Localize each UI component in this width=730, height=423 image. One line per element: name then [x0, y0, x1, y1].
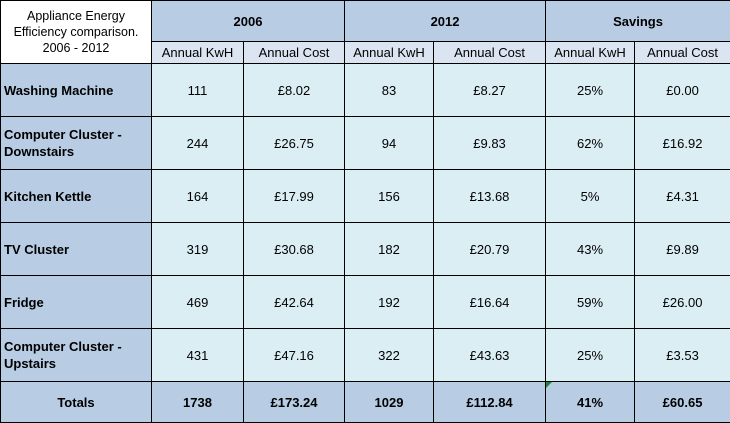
row-label[interactable]: Computer Cluster - Downstairs	[0, 116, 152, 170]
subheader-cell[interactable]: Annual Cost	[433, 41, 547, 64]
total-cell[interactable]: £60.65	[634, 381, 730, 423]
table-cell[interactable]: 62%	[545, 116, 636, 170]
table-cell[interactable]: £26.00	[634, 275, 730, 329]
row-label[interactable]: Fridge	[0, 275, 152, 329]
table-cell[interactable]: £8.27	[433, 63, 547, 117]
table-row: Computer Cluster - Downstairs 244 £26.75…	[0, 116, 730, 170]
table-row: TV Cluster 319 £30.68 182 £20.79 43% £9.…	[0, 222, 730, 276]
table-cell[interactable]: £16.92	[634, 116, 730, 170]
table-cell[interactable]: £17.99	[242, 169, 346, 223]
row-label[interactable]: Kitchen Kettle	[0, 169, 152, 223]
table-cell[interactable]: £30.68	[242, 222, 346, 276]
table-cell[interactable]: £9.89	[634, 222, 730, 276]
table-cell[interactable]: 59%	[545, 275, 636, 329]
table-row: Kitchen Kettle 164 £17.99 156 £13.68 5% …	[0, 169, 730, 223]
table-cell[interactable]: 244	[151, 116, 244, 170]
table-cell[interactable]: £4.31	[634, 169, 730, 223]
row-label[interactable]: TV Cluster	[0, 222, 152, 276]
table-cell[interactable]: 156	[344, 169, 435, 223]
table-cell[interactable]: £0.00	[634, 63, 730, 117]
subheader-cell[interactable]: Annual KwH	[344, 41, 435, 64]
subheader-cell[interactable]: Annual Cost	[634, 41, 730, 64]
subheader-cell[interactable]: Annual KwH	[151, 41, 244, 64]
table-cell[interactable]: £26.75	[242, 116, 346, 170]
subheader-cell[interactable]: Annual Cost	[242, 41, 346, 64]
table-title-cell[interactable]: Appliance Energy Efficiency comparison. …	[0, 0, 152, 64]
table-cell[interactable]: 43%	[545, 222, 636, 276]
table-cell[interactable]: 83	[344, 63, 435, 117]
group-header-row: Appliance Energy Efficiency comparison. …	[0, 0, 730, 64]
table-cell[interactable]: £3.53	[634, 328, 730, 382]
table-row: Washing Machine 111 £8.02 83 £8.27 25% £…	[0, 63, 730, 117]
subheader-cell[interactable]: Annual KwH	[545, 41, 636, 64]
table-cell[interactable]: £47.16	[242, 328, 346, 382]
table-cell[interactable]: 25%	[545, 63, 636, 117]
table-cell[interactable]: 469	[151, 275, 244, 329]
row-label[interactable]: Washing Machine	[0, 63, 152, 117]
table-cell[interactable]: £42.64	[242, 275, 346, 329]
table-cell[interactable]: 182	[344, 222, 435, 276]
table-cell[interactable]: 322	[344, 328, 435, 382]
table-row: Fridge 469 £42.64 192 £16.64 59% £26.00	[0, 275, 730, 329]
total-cell[interactable]: 1029	[344, 381, 435, 423]
table-cell[interactable]: 319	[151, 222, 244, 276]
table-row: Computer Cluster - Upstairs 431 £47.16 3…	[0, 328, 730, 382]
totals-label[interactable]: Totals	[0, 381, 152, 423]
table-cell[interactable]: £43.63	[433, 328, 547, 382]
table-cell[interactable]: 164	[151, 169, 244, 223]
group-header-2006[interactable]: 2006	[150, 0, 346, 42]
table-cell[interactable]: 5%	[545, 169, 636, 223]
table-cell[interactable]: £13.68	[433, 169, 547, 223]
row-label[interactable]: Computer Cluster - Upstairs	[0, 328, 152, 382]
table-cell[interactable]: 111	[151, 63, 244, 117]
total-cell[interactable]: 1738	[151, 381, 244, 423]
totals-row: Totals 1738 £173.24 1029 £112.84 41% £60…	[0, 381, 730, 423]
total-cell[interactable]: £173.24	[242, 381, 346, 423]
group-header-savings[interactable]: Savings	[545, 0, 730, 42]
table-cell[interactable]: 192	[344, 275, 435, 329]
table-cell[interactable]: 431	[151, 328, 244, 382]
table-cell[interactable]: 25%	[545, 328, 636, 382]
group-header-2012[interactable]: 2012	[344, 0, 547, 42]
subheader-row: Annual KwH Annual Cost Annual KwH Annual…	[1, 41, 730, 64]
table-cell[interactable]: £9.83	[433, 116, 547, 170]
table-cell[interactable]: £20.79	[433, 222, 547, 276]
total-cell-with-comment-marker[interactable]: 41%	[545, 381, 636, 423]
table-cell[interactable]: 94	[344, 116, 435, 170]
table-cell[interactable]: £16.64	[433, 275, 547, 329]
total-cell[interactable]: £112.84	[433, 381, 547, 423]
table-cell[interactable]: £8.02	[242, 63, 346, 117]
